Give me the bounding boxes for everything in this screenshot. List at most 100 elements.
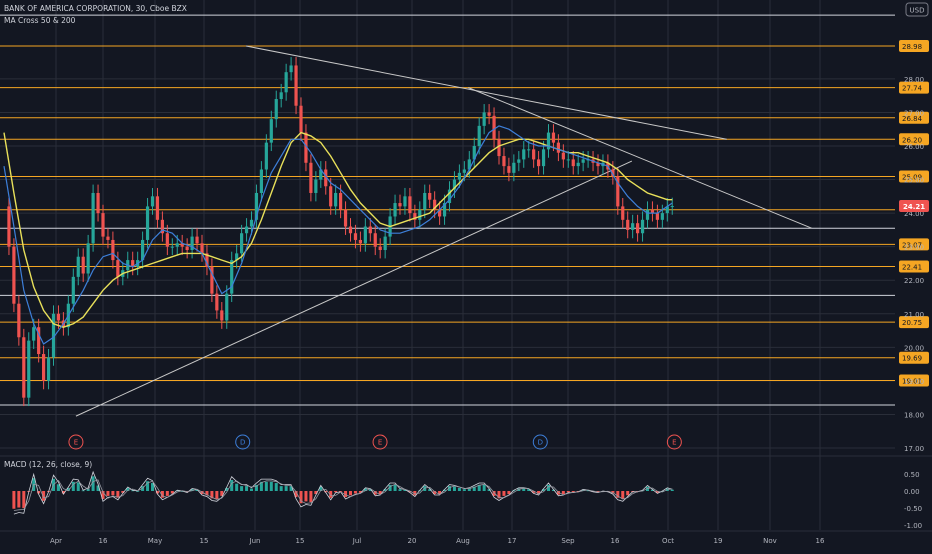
trendline[interactable] [75,160,633,417]
macd-histogram-bar [358,491,362,493]
macd-histogram-bar [626,491,630,496]
macd-histogram-bar [269,481,273,491]
candle-body [403,196,407,207]
candle-body [408,196,412,214]
macd-histogram-bar [170,491,174,494]
candle-body [141,239,145,261]
candle-body [413,213,417,220]
macd-histogram-bar [492,491,496,496]
candle-body [472,145,476,160]
candle-body [155,196,160,220]
candle-body [467,159,471,170]
time-axis-tick: 19 [714,537,723,545]
dividend-event-marker[interactable] [532,434,548,450]
price-level-label: 23.07 [902,241,922,249]
candle-body [249,219,254,227]
candle-body [398,203,402,207]
candle-body [650,209,655,214]
candle-body [339,192,343,210]
macd-histogram-bar [368,489,372,491]
candle-body [185,246,189,251]
candle-body [487,112,491,116]
macd-axis-tick: -1.00 [904,522,922,530]
macd-histogram-bar [452,486,456,491]
price-axis-tick: 23.00 [904,244,924,252]
candle-body [507,166,511,173]
macd-histogram-bar [551,489,555,491]
candle-body [230,260,234,294]
macd-histogram-bar [210,491,214,499]
earnings-event-label: E [672,439,676,447]
macd-histogram-bar [304,491,308,502]
macd-histogram-bar [497,491,501,499]
candle-body [314,179,318,193]
candle-body [616,176,620,207]
macd-histogram-bar [66,487,70,491]
dividend-event-marker[interactable] [235,434,251,450]
candle-body [492,115,496,140]
macd-histogram-bar [527,489,531,491]
macd-histogram-bar [566,491,570,493]
time-axis-tick: Sep [561,537,575,545]
macd-histogram-bar [611,491,615,494]
macd-line [13,470,673,515]
candle-body [645,209,650,220]
macd-histogram-bar [121,491,125,493]
macd-histogram-bar [37,491,41,494]
macd-histogram-bar [319,486,323,491]
candle-body [37,327,41,355]
candle-body [150,196,155,207]
candle-body [452,179,457,190]
candle-body [393,203,397,217]
candle-body [621,206,625,220]
indicator-title: MA Cross 50 & 200 [4,16,76,25]
candle-body [27,340,31,398]
macd-histogram-bar [56,484,60,491]
candle-body [244,226,249,234]
trendline[interactable] [245,45,727,140]
time-axis-tick: 15 [296,537,305,545]
macd-histogram-bar [517,488,521,491]
candle-body [324,169,328,187]
candle-body [665,206,669,214]
currency-button[interactable] [905,2,929,17]
candle-body [368,226,372,234]
candle-body [561,152,565,160]
currency-label: USD [910,7,925,15]
macd-histogram-bar [289,486,293,491]
candle-body [220,310,224,321]
candle-body [482,112,486,126]
candle-body [329,186,333,207]
macd-histogram-bar [443,489,447,491]
time-axis-tick: 20 [408,537,417,545]
candle-body [383,236,387,251]
price-axis-tick: 26.00 [904,143,924,151]
price-level-badge [899,374,929,387]
candle-body [660,213,664,220]
macd-histogram-bar [522,488,526,491]
earnings-event-marker[interactable] [666,434,682,450]
macd-histogram-bar [165,491,169,496]
macd-histogram-bar [71,481,75,491]
price-axis-tick: 17.00 [904,445,924,453]
macd-histogram-bar [502,491,506,496]
macd-histogram-bar [398,489,402,491]
earnings-event-marker[interactable] [372,434,388,450]
trendline[interactable] [468,87,812,229]
candle-body [655,213,659,220]
candle-body [210,266,214,294]
macd-histogram-bar [383,489,387,491]
candle-body [373,233,377,247]
price-axis-tick: 21.00 [904,311,924,319]
candle-body [497,139,501,157]
macd-histogram-bar [472,486,476,491]
candle-body [626,219,630,230]
candle-body [551,132,556,143]
candle-body [269,119,273,143]
macd-histogram-bar [314,491,318,495]
macd-histogram-bar [299,491,303,504]
earnings-event-marker[interactable] [68,434,84,450]
macd-histogram-bar [373,491,377,495]
